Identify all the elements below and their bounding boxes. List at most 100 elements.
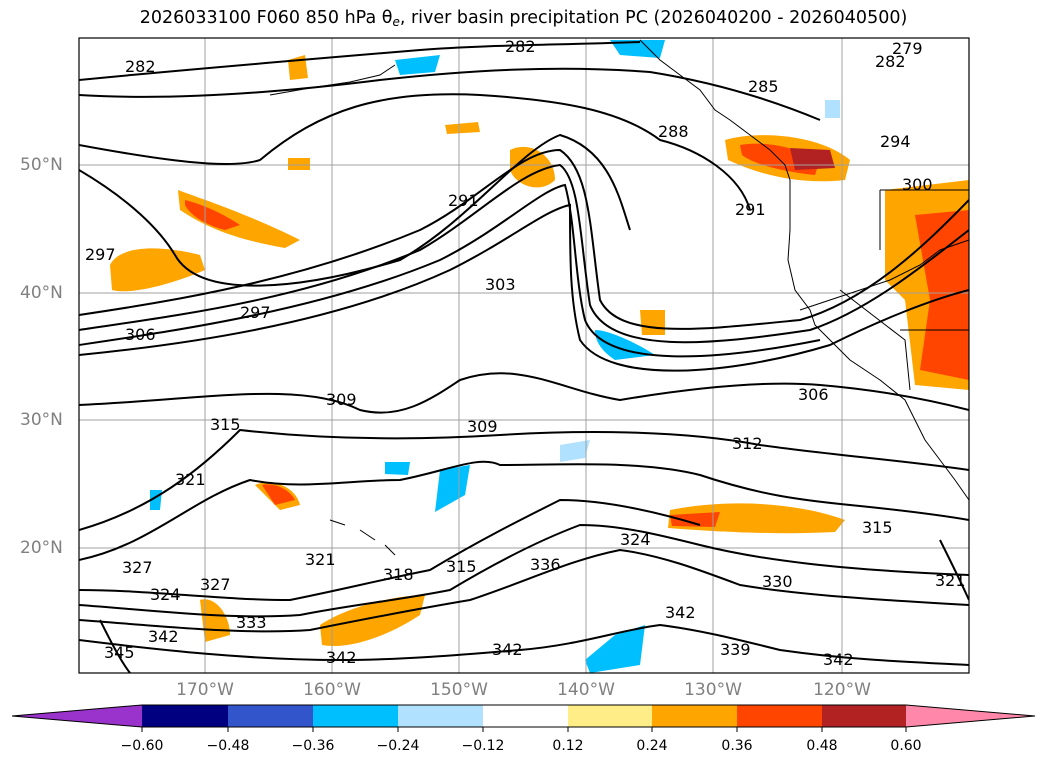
contour-label: 315	[210, 415, 241, 434]
precip-positive-patch	[510, 146, 555, 188]
colorbar-segment	[652, 705, 737, 727]
precip-strong-patch	[915, 210, 969, 380]
precip-strong-patch	[262, 484, 295, 505]
contour-label: 315	[446, 557, 477, 576]
contour-label: 285	[748, 77, 779, 96]
colorbar-ticks	[141, 727, 907, 732]
colorbar-tick-label: 0.60	[890, 738, 922, 754]
lon-label: 160°W	[303, 680, 361, 700]
contour-label: 315	[862, 518, 893, 537]
contour-label: 339	[720, 640, 751, 659]
contour-label: 282	[125, 57, 156, 76]
contour-label: 318	[383, 565, 414, 584]
colorbar-upper-extension	[906, 705, 1035, 727]
lon-label: 120°W	[813, 680, 871, 700]
contour-label: 327	[122, 558, 153, 577]
colorbar-tick-label: −0.24	[376, 738, 420, 754]
contour-label: 300	[902, 175, 933, 194]
contour-label: 342	[665, 603, 696, 622]
precip-negative-patch	[585, 625, 645, 673]
lat-label: 50°N	[20, 155, 63, 175]
colorbar-tick-label: −0.48	[206, 738, 250, 754]
contour-label: 321	[935, 571, 966, 590]
lon-label: 140°W	[557, 680, 615, 700]
colorbar-segment	[313, 705, 398, 727]
contour-label: 306	[798, 385, 829, 404]
contour-label: 321	[175, 470, 206, 489]
precip-negative-patch	[435, 465, 470, 512]
precip-negative-patch	[395, 55, 440, 75]
colorbar-tick-label: 0.48	[806, 738, 838, 754]
precip-positive-patch	[320, 595, 425, 646]
contour-label: 312	[732, 434, 763, 453]
contour-label: 279	[892, 39, 923, 58]
lon-label: 150°W	[430, 680, 488, 700]
contour-label: 333	[236, 613, 267, 632]
colorbar-tick-label: −0.36	[291, 738, 335, 754]
colorbar-segment	[822, 705, 906, 727]
contour-label: 345	[104, 643, 135, 662]
lon-label: 170°W	[176, 680, 234, 700]
lat-label: 20°N	[20, 538, 63, 558]
contour-label: 327	[200, 575, 231, 594]
theta-e-contours	[79, 41, 969, 673]
colorbar-segment	[568, 705, 652, 727]
contour-label: 330	[762, 572, 793, 591]
contour-label: 282	[505, 37, 536, 56]
colorbar-segment	[737, 705, 822, 727]
contour-label: 342	[823, 650, 854, 669]
contour-label: 309	[467, 417, 498, 436]
precip-positive-patch	[640, 310, 665, 335]
precip-negative-patch	[385, 462, 410, 475]
colorbar-segment	[142, 705, 228, 727]
map-frame	[78, 37, 970, 674]
map-title: 2026033100 F060 850 hPa θe, river basin …	[139, 8, 908, 29]
contour-label: 291	[735, 200, 766, 219]
contour-label: 288	[658, 122, 689, 141]
precip-positive-patch	[445, 122, 480, 134]
lon-label: 130°W	[684, 680, 742, 700]
contour-label: 324	[620, 530, 651, 549]
colorbar-tick-label: −0.12	[461, 738, 505, 754]
contour-label: 342	[326, 648, 357, 667]
precipitation-shading	[110, 40, 969, 673]
precip-weak-negative-patch	[560, 440, 590, 462]
lat-label: 30°N	[20, 410, 63, 430]
contour-label: 303	[485, 275, 516, 294]
contour-label: 291	[448, 191, 479, 210]
contour-label: 342	[492, 640, 523, 659]
lat-label: 40°N	[20, 283, 63, 303]
colorbar-segment	[398, 705, 483, 727]
colorbar-tick-label: 0.12	[552, 738, 584, 754]
contour-label-layer: 282 282 282 279 285 288 294 300 291 291 …	[85, 37, 966, 669]
precip-positive-patch	[110, 248, 205, 292]
precip-negative-patch	[610, 40, 665, 58]
map-background	[79, 38, 969, 673]
precip-weak-negative-patch	[825, 100, 840, 118]
colorbar-tick-label: 0.24	[636, 738, 668, 754]
contour-label: 336	[530, 555, 561, 574]
contour-label: 306	[125, 325, 156, 344]
contour-label: 324	[150, 585, 181, 604]
precip-positive-patch	[178, 190, 300, 248]
contour-label: 342	[148, 627, 179, 646]
precip-strong-patch	[670, 512, 720, 527]
precip-positive-patch	[200, 599, 230, 642]
contour-label: 297	[85, 245, 116, 264]
graticule	[79, 38, 969, 673]
colorbar-tick-label: 0.36	[721, 738, 753, 754]
contour-label: 282	[875, 52, 906, 71]
colorbar-segment	[483, 705, 568, 727]
colorbar-lower-extension	[12, 705, 142, 727]
precip-positive-patch	[288, 158, 310, 170]
contour-label: 321	[305, 550, 336, 569]
contour-label: 309	[326, 390, 357, 409]
contour-label: 297	[240, 303, 271, 322]
precip-strong-patch	[185, 200, 240, 230]
coastline	[269, 39, 969, 556]
colorbar-segment	[228, 705, 313, 727]
precip-max-patch	[790, 148, 835, 170]
contour-label: 294	[880, 132, 911, 151]
colorbar-tick-label: −0.60	[120, 738, 164, 754]
